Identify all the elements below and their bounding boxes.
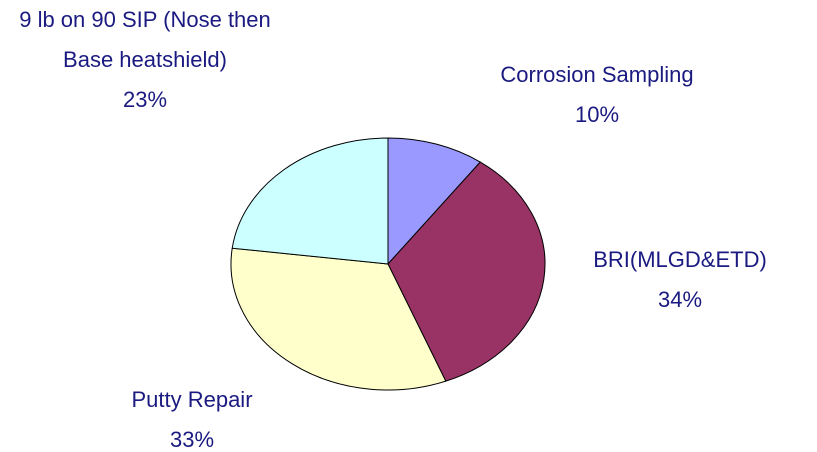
value-label: 10% xyxy=(574,102,620,127)
slice-label: Putty Repair 33% xyxy=(62,380,322,452)
slice-label: 9 lb on 90 SIP (Nose then Base heatshiel… xyxy=(0,0,290,120)
pie-slice xyxy=(387,161,546,382)
category-name: Putty Repair xyxy=(131,387,253,412)
slice-label: BRI(MLGD&ETD) 34% xyxy=(540,240,817,320)
pie-slice xyxy=(230,247,447,391)
slice-label: Corrosion Sampling 10% xyxy=(437,55,757,135)
pie-slice xyxy=(387,137,482,266)
category-name: 9 lb on 90 SIP (Nose then Base heatshiel… xyxy=(19,7,271,72)
value-label: 34% xyxy=(657,287,703,312)
pie-slice xyxy=(231,137,389,265)
value-label: 33% xyxy=(169,427,215,452)
category-name: Corrosion Sampling xyxy=(500,62,694,87)
value-label: 23% xyxy=(122,87,168,112)
category-name: BRI(MLGD&ETD) xyxy=(593,247,767,272)
